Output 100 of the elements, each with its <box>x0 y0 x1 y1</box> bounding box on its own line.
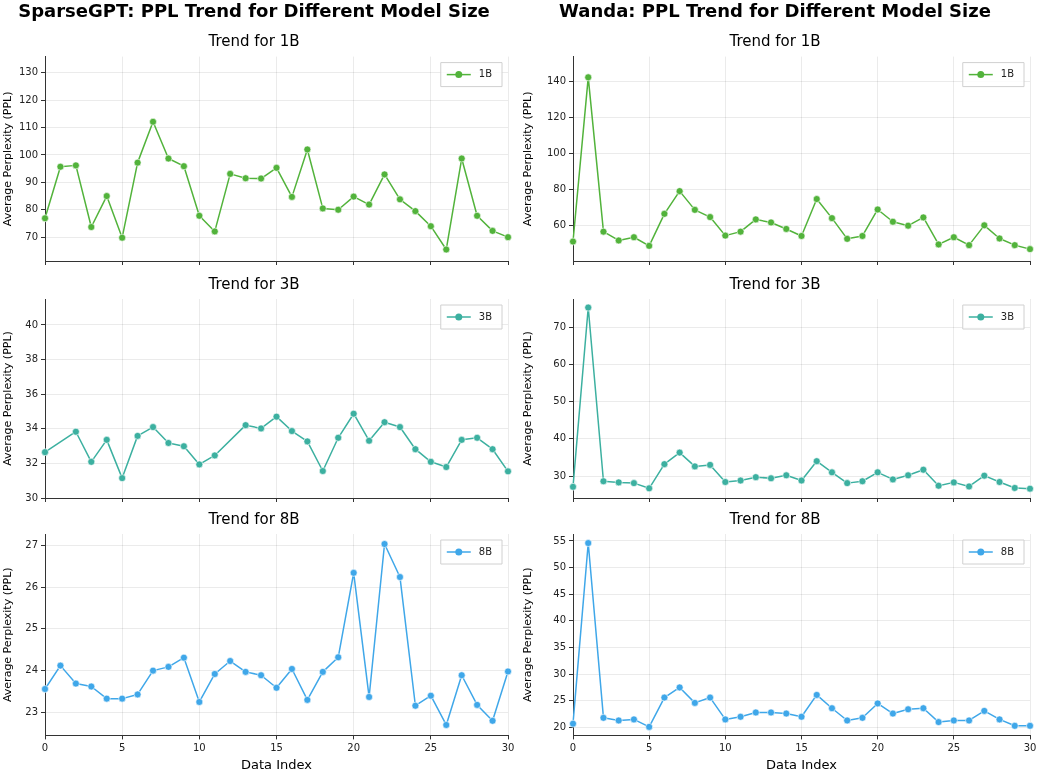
point <box>858 714 867 722</box>
point <box>180 653 188 662</box>
point <box>812 691 821 699</box>
point <box>614 478 623 487</box>
point <box>303 145 312 154</box>
point <box>797 712 806 721</box>
point <box>752 708 760 717</box>
point <box>843 716 851 725</box>
point <box>396 573 404 581</box>
y-axis-title: Average Perplexity (PPL) <box>521 331 535 466</box>
y-tick-label: 24 <box>25 664 38 676</box>
point <box>195 698 204 706</box>
point <box>457 154 466 163</box>
point <box>660 460 669 468</box>
point <box>934 240 943 249</box>
point <box>334 433 343 442</box>
point <box>721 715 730 724</box>
x-tick-label: 10 <box>192 741 206 753</box>
point <box>72 161 80 170</box>
point <box>288 427 296 435</box>
point <box>457 436 466 444</box>
point <box>380 170 389 179</box>
point <box>934 481 943 490</box>
point <box>630 715 638 724</box>
y-tick-label: 120 <box>18 93 38 105</box>
point <box>797 232 806 240</box>
x-tick-label: 15 <box>270 741 283 753</box>
point <box>133 158 142 167</box>
x-tick-label: 5 <box>118 741 126 753</box>
point <box>691 699 699 707</box>
y-axis-title: Average Perplexity (PPL) <box>1 567 15 703</box>
point <box>257 671 265 680</box>
y-tick-label: 40 <box>553 614 566 626</box>
point <box>675 448 684 457</box>
point <box>303 437 312 446</box>
point <box>365 200 373 209</box>
point <box>149 423 157 431</box>
point <box>87 223 96 231</box>
point <box>1010 484 1019 492</box>
point <box>995 234 1004 243</box>
y-tick-label: 40 <box>25 318 38 330</box>
point <box>365 693 373 701</box>
x-tick-label: 5 <box>645 741 653 753</box>
point <box>442 245 451 254</box>
point <box>164 439 173 447</box>
point <box>411 701 420 710</box>
x-tick-label: 30 <box>501 741 515 753</box>
point <box>133 432 142 440</box>
point <box>645 484 653 493</box>
y-tick-label: 35 <box>553 641 566 653</box>
point <box>102 436 111 444</box>
point <box>767 218 775 227</box>
point <box>488 716 497 725</box>
y-axis-title: Average Perplexity (PPL) <box>521 91 535 227</box>
point <box>349 569 358 577</box>
point <box>87 458 96 466</box>
point <box>919 213 928 222</box>
point <box>272 412 281 421</box>
point <box>873 205 882 214</box>
point <box>427 222 435 230</box>
legend-label: 3B <box>478 310 493 322</box>
y-tick-label: 27 <box>25 538 38 550</box>
point <box>149 118 157 126</box>
point <box>904 471 912 480</box>
point <box>1026 484 1034 493</box>
point <box>349 409 358 418</box>
point <box>488 227 497 235</box>
point <box>828 214 836 222</box>
y-tick-label: 120 <box>546 111 566 123</box>
y-axis-title: Average Perplexity (PPL) <box>1 91 15 227</box>
y-tick-label: 34 <box>25 422 38 434</box>
x-tick-label: 0 <box>569 741 577 753</box>
point <box>41 448 49 456</box>
x-axis-title: Data Index <box>241 756 313 772</box>
y-tick-label: 130 <box>18 66 38 78</box>
point <box>319 204 327 213</box>
point <box>380 540 389 548</box>
point <box>334 653 343 662</box>
point <box>319 668 327 676</box>
y-tick-label: 60 <box>553 358 566 370</box>
point <box>934 718 943 726</box>
point <box>226 657 234 665</box>
point <box>995 715 1004 724</box>
point <box>365 436 373 445</box>
point <box>319 467 327 475</box>
point <box>919 465 928 474</box>
y-tick-label: 38 <box>25 353 38 365</box>
y-tick-label: 30 <box>25 491 38 503</box>
point <box>473 211 481 220</box>
point <box>630 233 638 242</box>
point <box>1026 245 1034 253</box>
point <box>569 237 577 246</box>
point <box>752 215 760 224</box>
point <box>660 210 669 218</box>
point <box>599 714 608 722</box>
point <box>950 233 958 242</box>
y-tick-label: 30 <box>553 469 566 481</box>
y-tick-label: 32 <box>25 456 38 468</box>
point <box>889 709 897 718</box>
chart-title: SparseGPT: PPL Trend for Different Model Size <box>18 0 490 22</box>
